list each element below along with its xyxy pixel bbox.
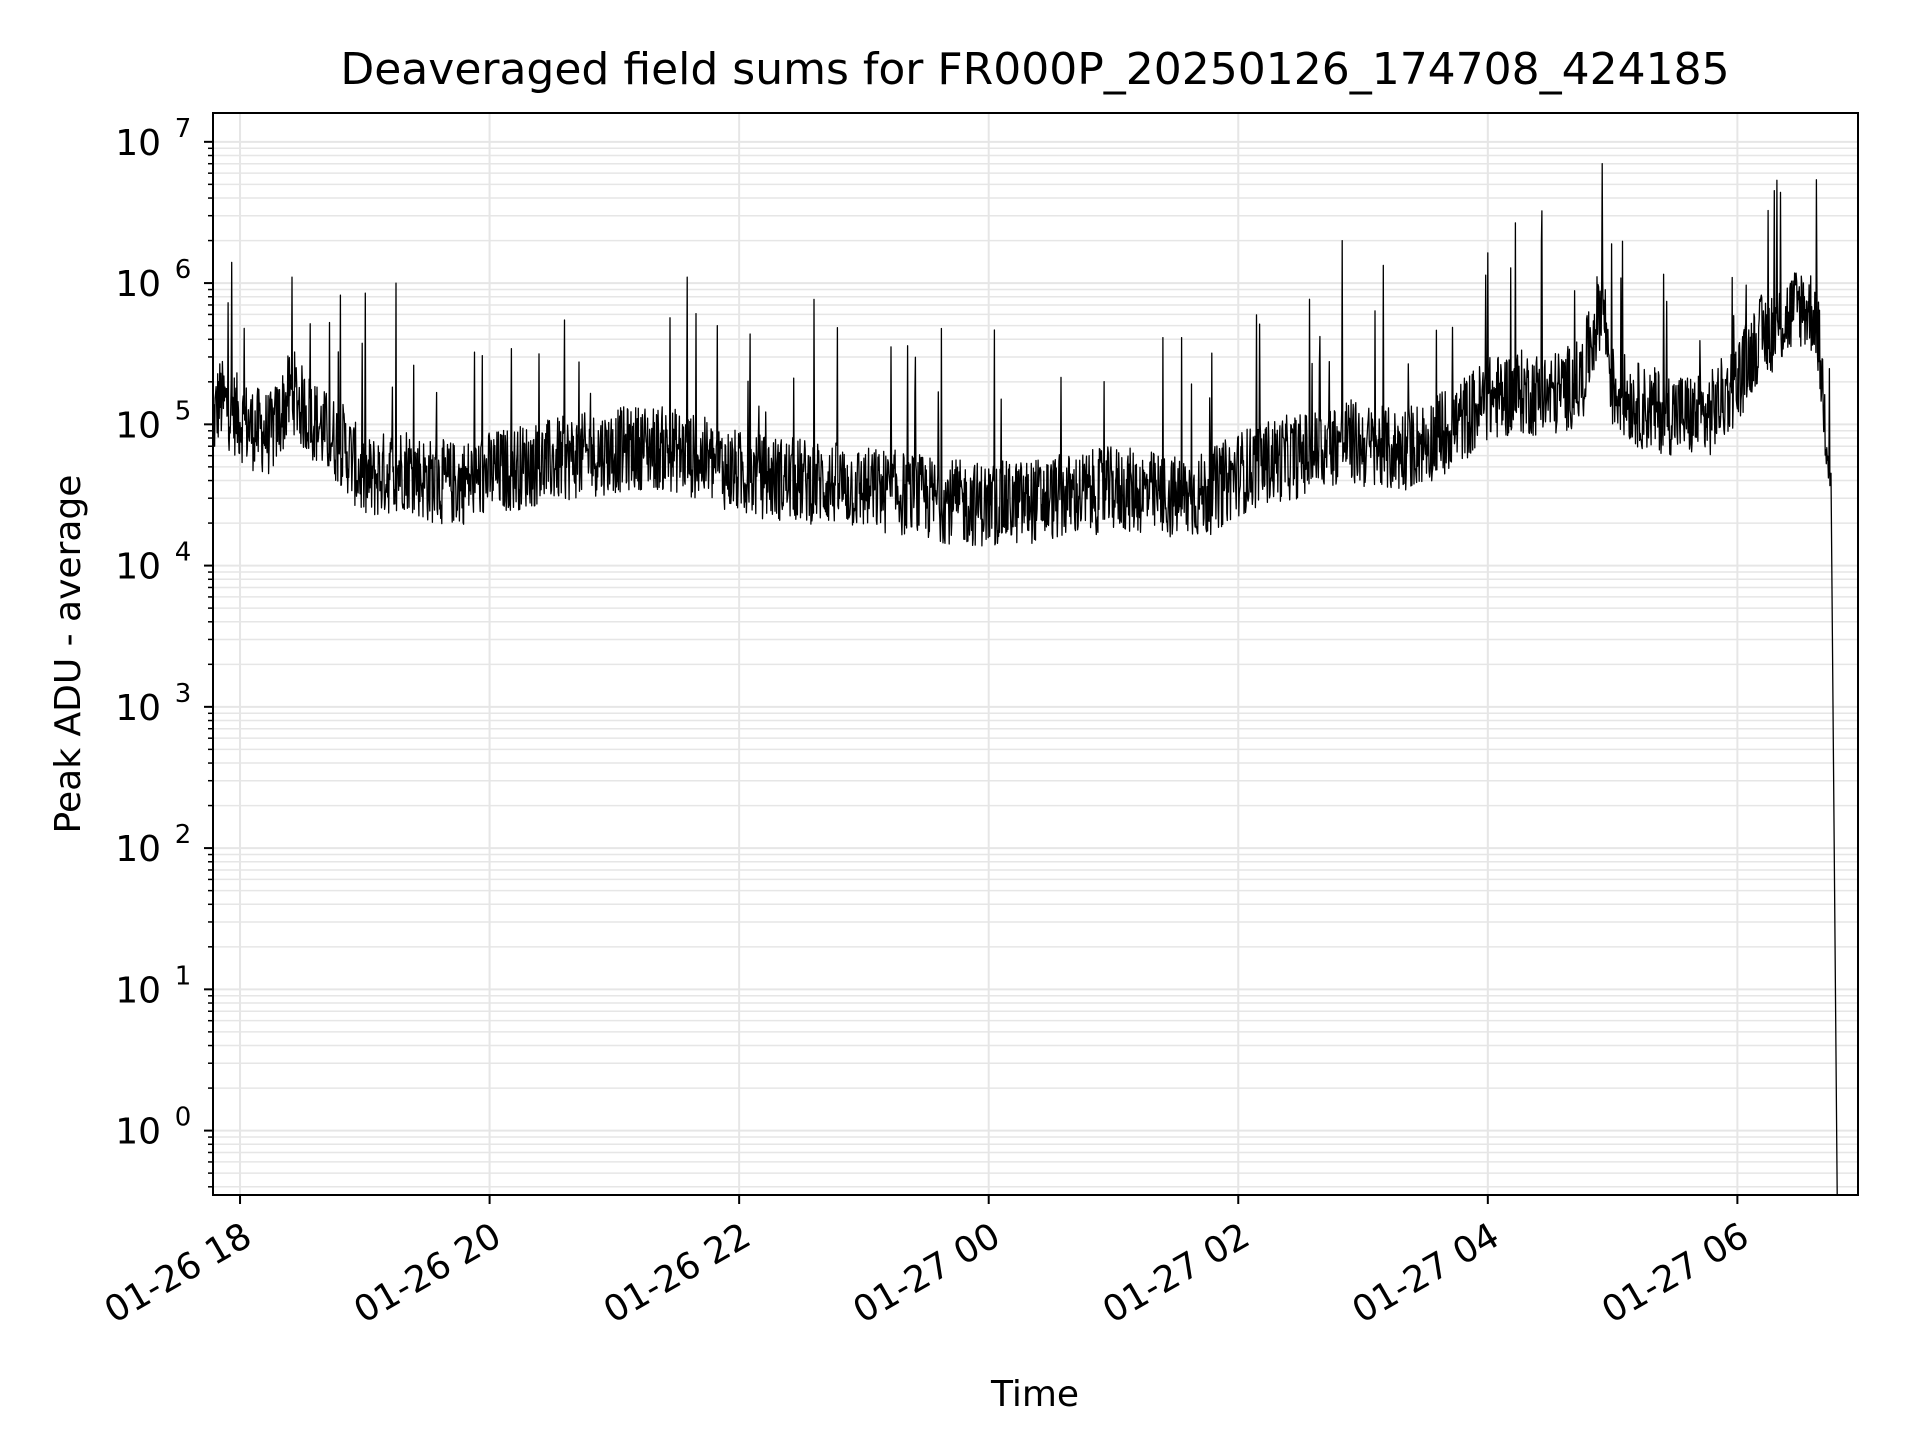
series-line (212, 163, 1838, 1196)
y-tick-label-exponent: 1 (175, 961, 192, 991)
y-tick-label-exponent: 7 (175, 114, 192, 144)
y-tick-label: 10 (115, 688, 161, 729)
y-tick-label-exponent: 3 (175, 679, 192, 709)
y-tick-label-exponent: 6 (175, 255, 192, 285)
y-axis-label: Peak ADU - average (48, 475, 89, 834)
y-tick-label-exponent: 2 (175, 820, 192, 850)
y-tick-label: 10 (115, 405, 161, 446)
y-tick-label-exponent: 0 (175, 1103, 192, 1133)
y-tick-label-exponent: 5 (175, 396, 192, 426)
x-axis-label: Time (990, 1374, 1079, 1415)
y-tick-label: 10 (115, 970, 161, 1011)
y-tick-label: 10 (115, 264, 161, 305)
plot-area-frame (212, 112, 1859, 1196)
minor-gridlines (213, 147, 1858, 1188)
chart-title: Deaveraged field sums for FR000P_2025012… (340, 44, 1729, 95)
major-gridlines (213, 113, 1858, 1195)
y-axis-ticks: 10 0 10 1 10 2 10 3 10 4 10 5 10 6 10 7 (115, 114, 213, 1188)
y-tick-label: 10 (115, 123, 161, 164)
series-group (212, 163, 1838, 1196)
y-tick-label-exponent: 4 (175, 538, 192, 568)
y-tick-label: 10 (115, 1112, 161, 1153)
y-tick-label: 10 (115, 547, 161, 588)
y-tick-label: 10 (115, 829, 161, 870)
